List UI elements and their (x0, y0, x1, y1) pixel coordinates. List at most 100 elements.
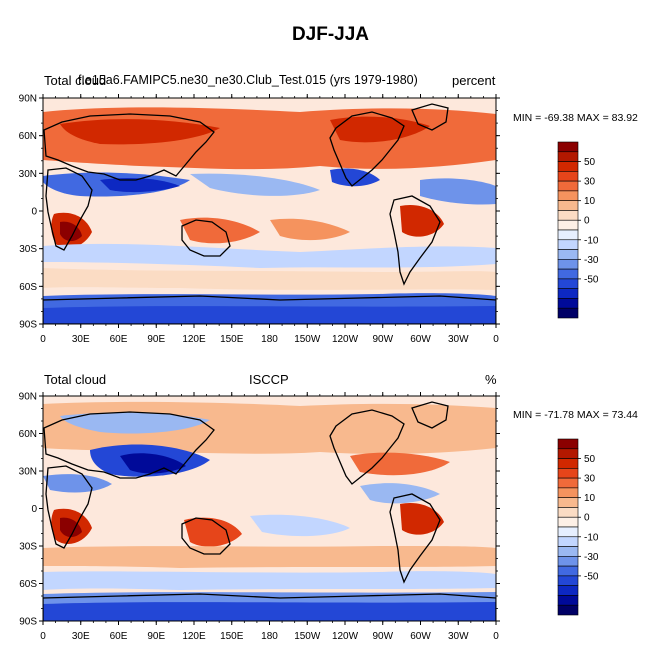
panel1-colorbar-swatch (557, 171, 579, 182)
panel1-field-region (270, 218, 350, 241)
panel2-left-label: Total cloud (44, 372, 107, 387)
panel1-lon-label: 30E (72, 334, 90, 345)
panel2-field-region (120, 453, 186, 474)
panel1-colorbar-swatch (557, 278, 579, 289)
panel1-lon-label: 60E (110, 334, 128, 345)
panel2-field-region (350, 452, 450, 476)
panel1-colorbar-swatch (557, 210, 579, 221)
panel1-field-region (43, 243, 496, 268)
panel1-colorbar-swatch (557, 249, 579, 260)
panel1-field-region (180, 217, 260, 244)
panel2-right-label: % (485, 372, 497, 387)
panel1-lat-label: 30S (19, 244, 37, 255)
panel1-colorbar-label: 30 (584, 177, 596, 188)
panel1-field-region (400, 204, 444, 237)
panel1-map (43, 98, 496, 324)
panel2-colorbar-swatch (557, 556, 579, 567)
panel2-colorbar-swatch (557, 458, 579, 469)
panel2-lon-label: 120E (182, 631, 206, 642)
panel2-colorbar-label: 50 (584, 454, 596, 465)
panel1-colorbar-swatch (557, 141, 579, 153)
panel1-lon-label: 150E (220, 334, 244, 345)
panel2-colorbar-swatch (557, 468, 579, 479)
panel1-colorbar-label: -30 (584, 255, 599, 266)
panel1-colorbar-swatch (557, 151, 579, 162)
panel1-colorbar-swatch (557, 307, 579, 319)
panel1-colorbar: 50 30 10 0 -10 -30 -50 (557, 141, 599, 319)
panel2-colorbar-label: -50 (584, 571, 599, 582)
panel2-colorbar-swatch (557, 507, 579, 518)
panel1-colorbar-swatch (557, 288, 579, 299)
panel1-lon-label: 120E (182, 334, 206, 345)
figure-title: DJF-JJA (291, 24, 370, 45)
panel2-lon-label: 180 (261, 631, 278, 642)
panel2-lon-label: 90W (372, 631, 393, 642)
panel1-center-label: f.e15a6.FAMIPC5.ne30_ne30.Club_Test.015 … (78, 73, 418, 87)
panel2-lon-label: 90E (147, 631, 165, 642)
panel2-colorbar-label: 10 (584, 493, 596, 504)
panel2-colorbar-swatch (557, 546, 579, 557)
panel2-colorbar-swatch (557, 585, 579, 596)
panel2-lon-label: 30E (72, 631, 90, 642)
panel2-lat-label: 30N (19, 467, 37, 478)
panel2-colorbar-swatch (557, 448, 579, 459)
panel2-lon-label: 0 (493, 631, 499, 642)
panel1-lat-label: 60S (19, 282, 37, 293)
panel1-colorbar-swatch (557, 268, 579, 280)
panel2-colorbar-label: -30 (584, 552, 599, 563)
panel1-min-max: MIN = -69.38 MAX = 83.92 (513, 112, 638, 124)
panel2-colorbar-swatch (557, 604, 579, 616)
panel2-field-region (60, 517, 82, 538)
panel1-lon-label: 30W (448, 334, 469, 345)
panel2-colorbar-swatch (557, 487, 579, 498)
panel1-colorbar-swatch (557, 298, 579, 309)
panel2-colorbar-label: 0 (584, 513, 590, 524)
panel2-lat-label: 90S (19, 617, 37, 628)
panel2-lat-label: 60S (19, 579, 37, 590)
panel2-colorbar-swatch (557, 536, 579, 547)
panel2-field-region (43, 474, 112, 493)
panel1-lon-label: 150W (294, 334, 321, 345)
panel2-field-region (250, 514, 350, 537)
panel2-colorbar-swatch (557, 575, 579, 586)
panel2-lon-label: 60W (410, 631, 431, 642)
panel1-colorbar-swatch (557, 219, 579, 231)
panel2-lon-label: 0 (40, 631, 46, 642)
panel2-colorbar-label: -10 (584, 532, 599, 543)
panel1-lat-label: 0 (31, 207, 37, 218)
panel2-lon-label: 150W (294, 631, 321, 642)
panel2-lon-label: 150E (220, 631, 244, 642)
panel2-lon-label: 120W (332, 631, 359, 642)
panel2-lat-label: 60N (19, 429, 37, 440)
panel1-field-region (100, 178, 180, 193)
panel2-colorbar: 50 30 10 0 -10 -30 -50 (557, 438, 599, 616)
panel1-lat-label: 30N (19, 169, 37, 180)
panel1-field-region (330, 116, 430, 143)
panel1-colorbar-swatch (557, 190, 579, 201)
panel2-lat-label: 30S (19, 542, 37, 553)
panel2-field-region (400, 502, 444, 535)
panel1-colorbar-swatch (557, 180, 579, 192)
panel1-lon-label: 120W (332, 334, 359, 345)
panel2-colorbar-swatch (557, 477, 579, 489)
panel2-colorbar-swatch (557, 497, 579, 508)
panel2-colorbar-swatch (557, 526, 579, 538)
panel1-field-region (60, 119, 220, 145)
panel2-field-region (43, 571, 496, 590)
panel1-colorbar-swatch (557, 229, 579, 241)
panel1-lon-label: 0 (40, 334, 46, 345)
panel2-field-region (184, 517, 242, 547)
panel1-lon-label: 90E (147, 334, 165, 345)
panel1-colorbar-label: -10 (584, 235, 599, 246)
panel1-field-region (43, 268, 496, 290)
panel2-lon-label: 60E (110, 631, 128, 642)
panel1-colorbar-swatch (557, 200, 579, 211)
panel2-field-region (43, 546, 496, 568)
panel2-colorbar-swatch (557, 516, 579, 528)
panel2-lat-label: 90N (19, 392, 37, 403)
panel1-left-label: Total cloud (44, 73, 107, 88)
panel1-lat-label: 90N (19, 94, 37, 105)
